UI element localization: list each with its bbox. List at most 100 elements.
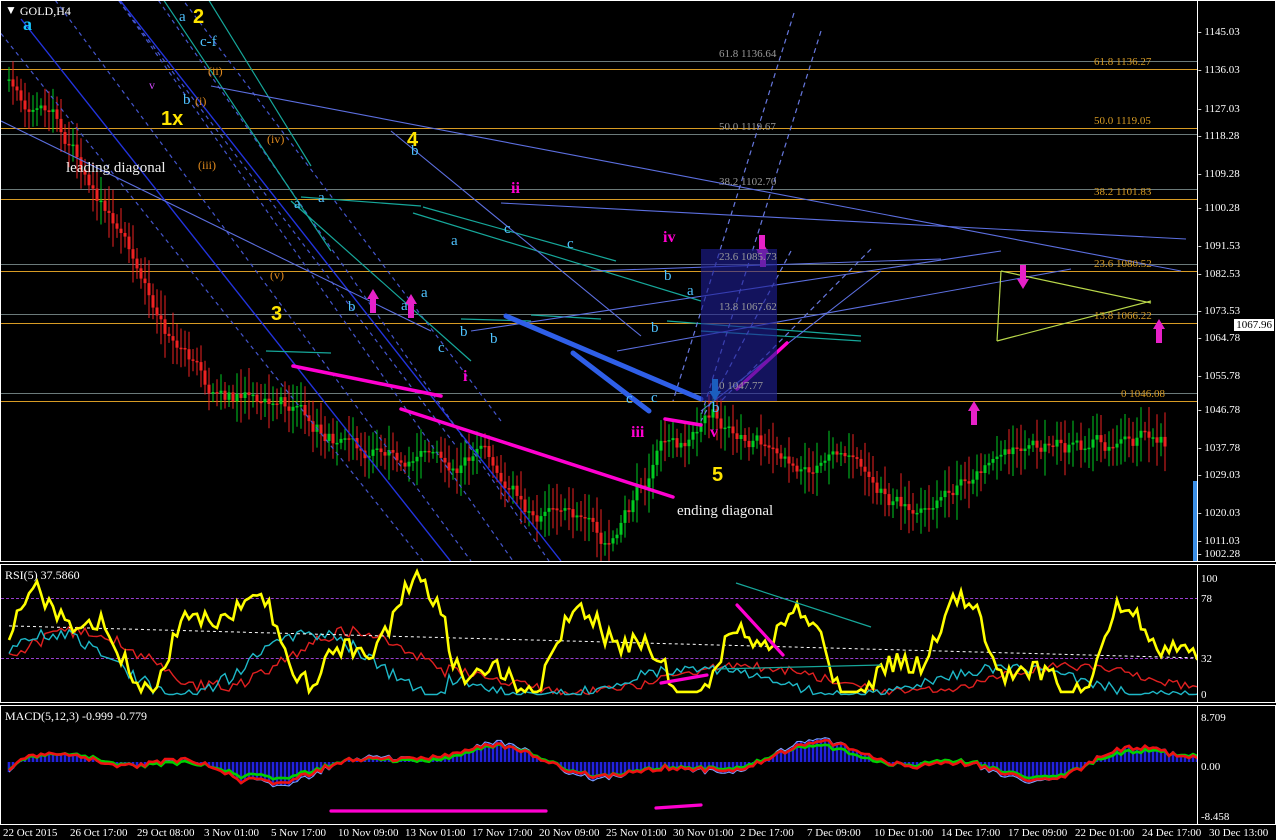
time-tick: 10 Dec 01:00 bbox=[874, 827, 934, 839]
price-chart-panel[interactable]: 61.8 1136.64 50.0 1119.67 38.2 1102.70 2… bbox=[0, 0, 1276, 562]
symbol-label: GOLD,H4 bbox=[19, 4, 71, 18]
current-price-marker: 1067.96 bbox=[1234, 319, 1274, 331]
annotation-wave-c-6: b bbox=[712, 400, 720, 416]
price-tick: - 1082.53 bbox=[1198, 268, 1241, 280]
price-drawings bbox=[1, 1, 1187, 561]
fib-line-0 bbox=[1, 401, 1198, 402]
macd-plot-area[interactable] bbox=[1, 706, 1198, 824]
annotation-wave-c-4: b bbox=[664, 268, 672, 284]
annotation-wave-b-5: a bbox=[687, 283, 694, 299]
price-tick: - 1020.03 bbox=[1198, 507, 1241, 519]
annotation-wave-b-1: b bbox=[183, 92, 191, 108]
macd-drawings bbox=[7, 737, 1198, 813]
price-tick: - 1145.03 bbox=[1198, 26, 1240, 38]
fib-line-23.6 bbox=[1, 271, 1198, 272]
macd-indicator-panel[interactable]: MACD(5,12,3) -0.999 -0.779 8.709 0.00 -8… bbox=[0, 705, 1276, 825]
annotation-subwave-iii: (iii) bbox=[198, 158, 216, 172]
annotation-subwave-i: (i) bbox=[195, 94, 207, 108]
price-tick: - 1064.78 bbox=[1198, 332, 1241, 344]
fib-inner-label-0: 0 1047.77 bbox=[719, 380, 763, 392]
gray-line-23.6i bbox=[1, 264, 1198, 265]
fib-label-50.0: 50.0 1119.05 bbox=[1094, 115, 1151, 127]
gray-line-13.8i bbox=[1, 314, 1198, 315]
time-tick: 30 Nov 01:00 bbox=[673, 827, 734, 839]
annotation-wave-1x: 1x bbox=[161, 108, 184, 130]
price-tick: - 1073.53 bbox=[1198, 305, 1241, 317]
annotation-wave-c-2: b bbox=[411, 143, 419, 159]
fib-line-61.8 bbox=[1, 69, 1198, 70]
time-tick: 10 Nov 09:00 bbox=[338, 827, 399, 839]
annotation-wave-b-7: b bbox=[348, 299, 356, 315]
fib-inner-label-23.6: 23.6 1085.73 bbox=[719, 251, 777, 263]
price-tick: - 1046.78 bbox=[1198, 404, 1241, 416]
fib-line-13.8 bbox=[1, 323, 1198, 324]
annotation-wave-i: i bbox=[463, 368, 468, 385]
gray-line-61.8i bbox=[1, 61, 1198, 62]
price-tick: - 1091.53 bbox=[1198, 240, 1241, 252]
fib-inner-label-61.8: 61.8 1136.64 bbox=[719, 48, 777, 60]
gray-line-38.2i bbox=[1, 189, 1198, 190]
annotation-wave-c-5: c bbox=[626, 391, 633, 407]
annotation-wave-a-2: a bbox=[294, 196, 301, 212]
triangle-down-icon[interactable]: ▼ bbox=[5, 3, 17, 17]
time-tick: 22 Dec 01:00 bbox=[1075, 827, 1135, 839]
fib-label-38.2: 38.2 1101.83 bbox=[1094, 186, 1152, 198]
time-tick: 7 Dec 09:00 bbox=[807, 827, 861, 839]
annotation-subwave-iv: (iv) bbox=[267, 132, 285, 146]
symbol-header[interactable]: ▼ GOLD,H4 bbox=[5, 3, 71, 18]
fib-label-61.8: 61.8 1136.27 bbox=[1094, 56, 1152, 68]
annotation-wave-a-4: b bbox=[490, 331, 498, 347]
annotation-wave-iii: iii bbox=[631, 424, 645, 441]
annotation-wave-v: v bbox=[710, 424, 718, 441]
fib-inner-label-13.8: 13.8 1067.62 bbox=[719, 301, 777, 313]
annotation-wave-b-6: c bbox=[651, 390, 658, 406]
fib-label-23.6: 23.6 1080.52 bbox=[1094, 258, 1152, 270]
price-tick: - 1136.03 bbox=[1198, 64, 1240, 76]
rsi-plot-area[interactable] bbox=[1, 565, 1198, 702]
rsi-scale[interactable]: 100 78 32 0 bbox=[1197, 565, 1275, 702]
time-tick: 25 Nov 01:00 bbox=[606, 827, 667, 839]
time-tick: 17 Dec 09:00 bbox=[1008, 827, 1068, 839]
fib-inner-label-38.2: 38.2 1102.70 bbox=[719, 176, 777, 188]
time-tick: 3 Nov 01:00 bbox=[204, 827, 259, 839]
fib-label-13.8: 13.8 1066.22 bbox=[1094, 310, 1152, 322]
price-tick: - 1055.78 bbox=[1198, 370, 1241, 382]
time-tick: 22 Oct 2015 bbox=[3, 827, 58, 839]
fib-line-38.2 bbox=[1, 199, 1198, 200]
price-tick: - 1002.28 bbox=[1198, 548, 1241, 560]
price-scale[interactable]: - 1145.03 - 1136.03 - 1127.03 - 1118.28 … bbox=[1197, 1, 1275, 561]
rsi-indicator-panel[interactable]: RSI(5) 37.5860 100 78 32 0 bbox=[0, 564, 1276, 703]
time-axis: 22 Oct 2015 26 Oct 17:00 29 Oct 08:00 3 Nov… bbox=[0, 826, 1276, 840]
time-tick: 30 Dec 13:00 bbox=[1209, 827, 1269, 839]
price-tick: - 1037.78 bbox=[1198, 442, 1241, 454]
rsi-tick: 78 bbox=[1201, 593, 1212, 605]
price-plot-area[interactable]: 61.8 1136.64 50.0 1119.67 38.2 1102.70 2… bbox=[1, 1, 1198, 561]
annotation-violet-v: v bbox=[149, 78, 155, 92]
gray-line-50.0i bbox=[1, 134, 1198, 135]
annotation-ending-diagonal: ending diagonal bbox=[677, 503, 774, 519]
annotation-wave-ii: ii bbox=[511, 180, 520, 197]
price-tick: - 1127.03 bbox=[1198, 103, 1240, 115]
annotation-wave-c-1: c bbox=[438, 340, 445, 356]
annotation-wave-5: 5 bbox=[712, 464, 724, 486]
time-tick: 26 Oct 17:00 bbox=[70, 827, 128, 839]
annotation-wave-c-3: c bbox=[504, 221, 511, 237]
annotation-leading-diagonal: leading diagonal bbox=[66, 160, 166, 176]
annotation-wave-3: 3 bbox=[271, 303, 283, 325]
rsi-tick: 0 bbox=[1201, 689, 1207, 701]
annotation-wave-b-4: c bbox=[567, 236, 574, 252]
price-tick: - 1100.28 bbox=[1198, 202, 1240, 214]
macd-tick: 8.709 bbox=[1201, 712, 1226, 724]
time-tick: 5 Nov 17:00 bbox=[271, 827, 326, 839]
macd-scale[interactable]: 8.709 0.00 -8.458 bbox=[1197, 706, 1275, 824]
price-tick: - 1109.28 bbox=[1198, 168, 1240, 180]
annotation-wave-a-3: a bbox=[421, 285, 428, 301]
time-tick: 20 Nov 09:00 bbox=[539, 827, 600, 839]
vertical-scroll-marker[interactable] bbox=[1193, 481, 1197, 561]
time-tick: 2 Dec 17:00 bbox=[740, 827, 794, 839]
selection-box bbox=[701, 249, 777, 401]
annotation-wave-iv: iv bbox=[663, 229, 676, 246]
time-tick: 14 Dec 17:00 bbox=[941, 827, 1001, 839]
fib-label-0: 0 1046.08 bbox=[1121, 388, 1165, 400]
